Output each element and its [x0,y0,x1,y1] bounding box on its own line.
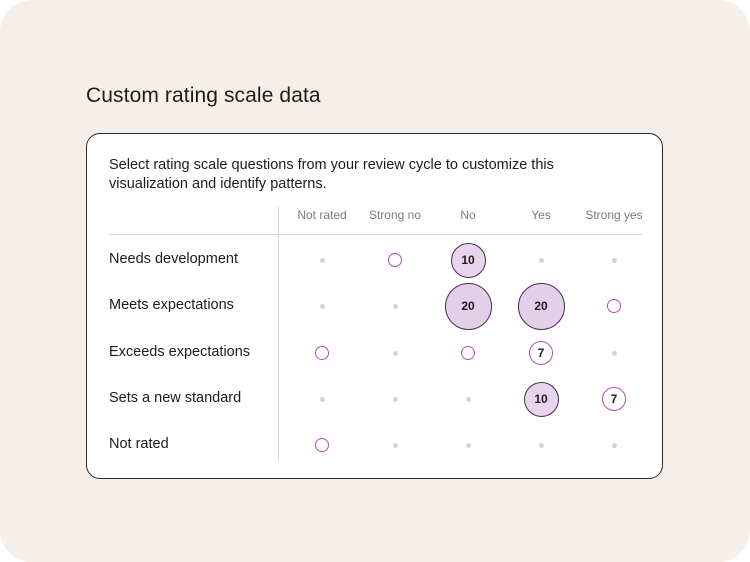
empty-cell-dot [319,396,325,402]
empty-cell-dot [392,396,398,402]
page-title: Custom rating scale data [86,84,321,107]
empty-cell-dot [392,442,398,448]
count-bubble-needs-development-no[interactable]: 10 [450,242,486,278]
column-header-strong-no: Strong no [368,208,422,222]
count-bubble-exceeds-expectations-no[interactable] [461,346,475,360]
count-bubble-sets-a-new-standard-strong-yes[interactable]: 7 [602,387,626,411]
empty-cell-dot [611,257,617,263]
rating-scale-card: Select rating scale questions from your … [86,133,663,479]
empty-cell-dot [465,442,471,448]
count-bubble-sets-a-new-standard-yes[interactable]: 10 [523,381,559,417]
count-bubble-not-rated-not-rated[interactable] [315,438,329,452]
row-label-sets-a-new-standard: Sets a new standard [109,390,242,406]
count-bubble-exceeds-expectations-yes[interactable]: 7 [529,341,553,365]
empty-cell-dot [611,442,617,448]
empty-cell-dot [465,396,471,402]
count-bubble-meets-expectations-no[interactable]: 20 [444,282,492,330]
count-bubble-meets-expectations-strong-yes[interactable] [607,299,621,313]
row-label-meets-expectations: Meets expectations [109,297,234,313]
empty-cell-dot [611,350,617,356]
empty-cell-dot [538,442,544,448]
column-header-not-rated: Not rated [297,208,347,222]
row-label-exceeds-expectations: Exceeds expectations [109,344,251,360]
count-bubble-exceeds-expectations-not-rated[interactable] [315,346,329,360]
row-label-divider [278,207,279,461]
column-header-no: No [460,208,476,222]
empty-cell-dot [538,257,544,263]
count-bubble-needs-development-strong-no[interactable] [388,253,402,267]
card-description: Select rating scale questions from your … [109,157,554,192]
column-header-strong-yes: Strong yes [585,208,643,222]
row-label-needs-development: Needs development [109,251,238,267]
row-label-not-rated: Not rated [109,436,169,452]
empty-cell-dot [319,257,325,263]
column-header-yes: Yes [531,208,551,222]
empty-cell-dot [392,350,398,356]
empty-cell-dot [392,303,398,309]
count-bubble-meets-expectations-yes[interactable]: 20 [517,282,565,330]
empty-cell-dot [319,303,325,309]
header-divider [109,234,642,235]
